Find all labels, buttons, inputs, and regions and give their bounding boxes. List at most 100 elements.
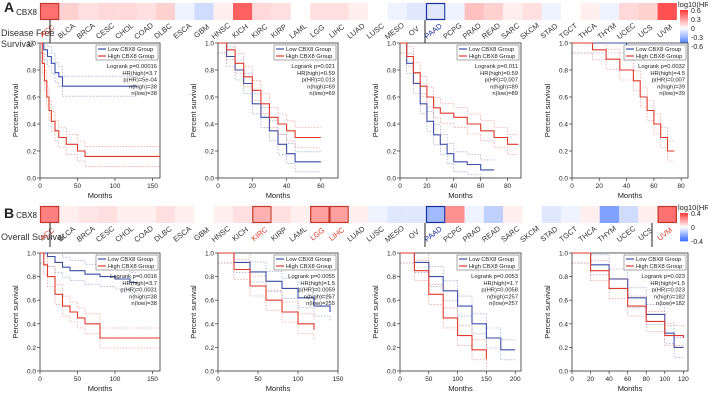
x-tick-label: 80 (504, 183, 512, 190)
cancer-label-kich: KICH (230, 225, 250, 243)
legend-box (456, 254, 520, 271)
x-tick-label: 40 (283, 183, 291, 190)
ci-upper-1 (40, 42, 160, 147)
legend-swatch (680, 235, 688, 238)
cancer-label-blca: BLCA (56, 224, 77, 243)
x-axis-label: Months (448, 191, 473, 200)
cancer-label-uvm: UVM (655, 22, 674, 39)
x-tick-label: 20 (596, 183, 604, 190)
heat-cell-ov (406, 3, 426, 20)
y-tick-label: 0.0 (387, 176, 396, 183)
survival-curve-low (400, 252, 516, 351)
km-plot-b-7: 0.0 0.2 0.4 0.6 0.8 1.0 0 20 40 60 80 100 120 Months P… (543, 251, 689, 394)
legend-swatch (680, 17, 688, 20)
legend-tick-1-0: 0.4 (691, 211, 701, 218)
cancer-label-dlbc: DLBC (152, 224, 174, 244)
heat-cell-meso (387, 206, 407, 223)
stat-text: n(high)=182 (654, 294, 685, 300)
survival-curve-high (572, 42, 675, 152)
heat-cell-ucec (619, 206, 639, 223)
stat-text: p(HR)=0.0031 (120, 288, 157, 294)
legend-box (273, 44, 337, 61)
y-tick-label: 0.2 (559, 149, 568, 156)
cancer-label-sarc: SARC (499, 224, 521, 244)
stat-text: p(HR)=0.0059 (298, 288, 335, 294)
cancer-label-kirp: KIRP (269, 225, 288, 243)
legend-swatch (680, 224, 688, 226)
legend-swatch (680, 217, 688, 219)
cancer-label-kirp: KIRP (269, 22, 288, 40)
x-axis-label: Months (618, 191, 643, 200)
cancer-label-cesc: CESC (94, 224, 116, 244)
y-tick-label: 0.2 (387, 345, 396, 352)
x-tick-label: 100 (452, 376, 463, 383)
survival-curve-high (40, 42, 160, 157)
heat-cell-ucec (619, 3, 639, 20)
heat-cell-ucs (638, 3, 658, 20)
cancer-label-thym: THYM (596, 21, 618, 41)
legend-entry: High CBX8 Group (636, 264, 682, 270)
x-tick-label: 150 (333, 376, 344, 383)
stat-text: n(low)=38 (131, 91, 157, 97)
legend-entry: High CBX8 Group (469, 264, 515, 270)
y-tick-label: 0.4 (559, 321, 568, 328)
stat-text: n(high)=257 (304, 294, 335, 300)
heat-cell-lusc (368, 206, 388, 223)
ci-lower-0 (572, 262, 684, 358)
cancer-label-read: READ (480, 224, 502, 244)
legend-swatch (680, 24, 688, 27)
heat-cell-chol (117, 3, 137, 20)
ci-lower-0 (40, 262, 138, 293)
km-plot-b-5: 0.0 0.2 0.4 0.6 0.8 1.0 0 50 100 150 Months Percent… (189, 251, 344, 394)
cancer-label-ucs: UCS (636, 23, 654, 40)
x-tick-label: 80 (643, 376, 651, 383)
stat-text: n(low)=182 (656, 301, 685, 307)
heat-cell-lihc (329, 206, 349, 223)
x-tick-label: 40 (450, 183, 458, 190)
y-tick-label: 0.6 (27, 298, 36, 305)
cancer-label-ucec: UCEC (615, 224, 638, 245)
legend-swatch (680, 225, 688, 228)
heat-cell-gbm (194, 206, 214, 223)
y-tick-label: 0.8 (387, 274, 396, 281)
heat-cell-kirc (252, 3, 272, 20)
heat-cell-tgct (561, 3, 581, 20)
legend-entry: High CBX8 Group (108, 54, 154, 60)
x-tick-label: 50 (74, 183, 82, 190)
ci-lower-1 (572, 262, 684, 348)
legend-entry: High CBX8 Group (636, 54, 682, 60)
x-axis-label: Months (448, 384, 473, 393)
heat-cell-sarc (503, 3, 523, 20)
cancer-label-ov: OV (407, 24, 421, 38)
heat-cell-kich (233, 3, 253, 20)
stat-text: n(low)=39 (659, 91, 685, 97)
y-tick-label: 0.0 (205, 176, 214, 183)
km-plot-b-6: 0.0 0.2 0.4 0.6 0.8 1.0 0 50 100 150 200 Months Perc… (371, 251, 522, 393)
cancer-label-esca: ESCA (171, 21, 193, 41)
legend-swatch (680, 33, 688, 36)
x-tick-label: 20 (587, 376, 595, 383)
y-tick-label: 1.0 (27, 41, 36, 48)
legend-entry: Low CBX8 Group (286, 47, 331, 53)
y-tick-label: 0.6 (205, 95, 214, 102)
legend-swatch (680, 234, 688, 236)
y-tick-label: 1.0 (27, 251, 36, 258)
heatmap-gene-label-1: CBX8 (16, 211, 37, 220)
legend-swatch (680, 220, 688, 222)
cancer-label-dlbc: DLBC (152, 21, 174, 41)
legend-swatch (680, 13, 688, 16)
stat-text: HR(high)=0.59 (480, 71, 518, 77)
heat-cell-lgg (310, 206, 330, 223)
stat-text: Logrank p=0.0032 (638, 64, 685, 70)
cancer-label-prad: PRAD (461, 224, 483, 244)
y-tick-label: 0.8 (387, 68, 396, 75)
cancer-label-kirc: KIRC (250, 225, 270, 243)
stat-text: n(high)=89 (490, 84, 518, 90)
heat-cell-laml (290, 3, 311, 20)
heat-cell-skcm (522, 206, 542, 223)
plot-frame (571, 42, 689, 179)
heat-cell-lihc (329, 3, 349, 20)
cancer-label-lihc: LIHC (327, 22, 346, 40)
heat-cell-stad (541, 3, 562, 20)
heat-cell-brca (78, 206, 98, 223)
